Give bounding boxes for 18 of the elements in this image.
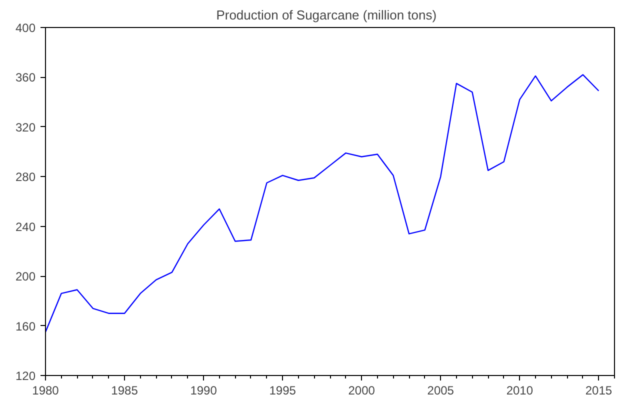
- x-tick-label: 2010: [506, 384, 534, 398]
- y-tick-label: 320: [15, 120, 36, 134]
- y-tick-label: 200: [15, 270, 36, 284]
- chart-title: Production of Sugarcane (million tons): [216, 8, 437, 22]
- x-tick-label: 2005: [427, 384, 454, 398]
- x-tick-label: 1980: [32, 384, 60, 398]
- x-tick-label: 1995: [269, 384, 296, 398]
- y-tick-label: 400: [15, 21, 36, 35]
- y-tick-label: 120: [15, 369, 36, 383]
- x-tick-label: 1990: [190, 384, 218, 398]
- line-series: [46, 74, 600, 333]
- y-tick-label: 160: [15, 319, 36, 334]
- x-tick-label: 2015: [585, 384, 612, 398]
- y-tick-label: 240: [15, 220, 36, 234]
- y-tick-label: 360: [15, 70, 36, 85]
- y-tick-label: 280: [15, 170, 36, 184]
- x-tick-label: 1985: [111, 384, 138, 398]
- x-tick-label: 2000: [348, 384, 376, 398]
